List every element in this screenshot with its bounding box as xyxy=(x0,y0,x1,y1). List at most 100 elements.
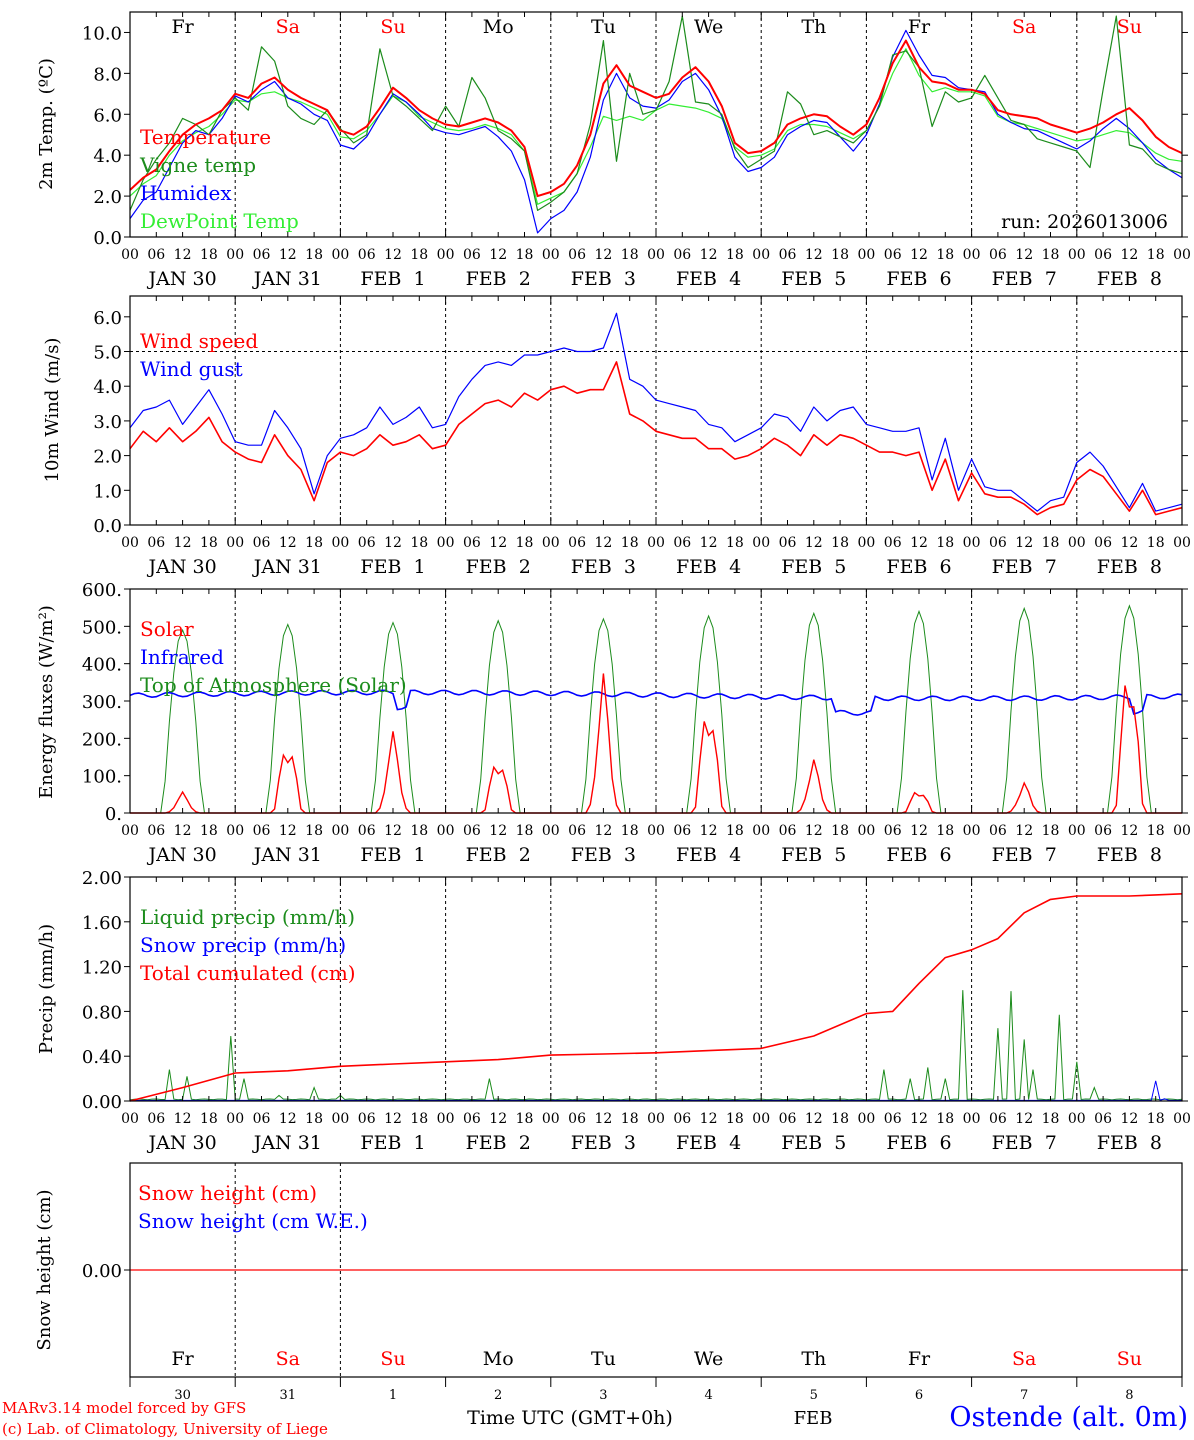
footer: MARv3.14 model forced by GFS (c) Lab. of… xyxy=(2,1399,1188,1438)
hour-tick-label: 18 xyxy=(1042,535,1060,551)
date-label: JAN 30 xyxy=(147,1132,217,1154)
weekday-label: Fr xyxy=(171,1348,194,1370)
hour-tick-label: 18 xyxy=(1147,823,1165,839)
hour-tick-label: 06 xyxy=(358,535,376,551)
hour-tick-label: 12 xyxy=(1015,823,1033,839)
snow-y-axis: 0.00 xyxy=(82,1261,1188,1282)
weekday-label: We xyxy=(694,16,723,38)
hour-tick-label: 18 xyxy=(1147,1111,1165,1127)
date-label: JAN 31 xyxy=(252,268,322,290)
date-label: FEB 8 xyxy=(1097,556,1162,578)
hour-tick-label: 12 xyxy=(700,247,718,263)
y-tick-label: 200. xyxy=(82,729,122,750)
weekday-label: Mo xyxy=(483,16,514,38)
date-label: FEB 1 xyxy=(360,844,425,866)
temperature-y-axis: 0.0 2.0 4.0 6.0 8.0 10.0 xyxy=(82,23,1188,249)
hour-tick-label: 12 xyxy=(910,247,928,263)
hour-tick-label: 12 xyxy=(1120,1111,1138,1127)
precip-x-axis: 00 06 12 18 00 06 12 18 00 06 12 18 00 06 12 18 00 06 12 18… xyxy=(121,877,1191,1154)
y-tick-label: 8.0 xyxy=(93,64,122,85)
weekday-label: Mo xyxy=(483,1348,514,1370)
hour-tick-label: 00 xyxy=(542,535,560,551)
temperature-series-group xyxy=(129,15,1183,234)
date-label: FEB 8 xyxy=(1097,268,1162,290)
snow-series-group xyxy=(130,1163,1182,1377)
hour-tick-label: 00 xyxy=(752,823,770,839)
hour-tick-label: 12 xyxy=(1120,247,1138,263)
hour-tick-label: 00 xyxy=(121,247,139,263)
hour-tick-label: 18 xyxy=(200,247,218,263)
date-label: JAN 30 xyxy=(147,268,217,290)
legend-temperature: Temperature xyxy=(140,125,271,149)
hour-tick-label: 06 xyxy=(989,535,1007,551)
snow-panel: 0.00 Fr Sa Su Mo Tu We Th Fr Sa Su 30 31 1 2 3 4 5 6 7 8 S… xyxy=(34,1162,1188,1403)
precip-y-axis: 0.00 0.40 0.80 1.20 1.60 2.00 xyxy=(82,868,1188,1113)
station-name: Ostende (alt. 0m) xyxy=(949,1402,1188,1433)
hour-tick-label: 06 xyxy=(884,1111,902,1127)
y-tick-label: 0.0 xyxy=(93,228,122,249)
hour-tick-label: 00 xyxy=(226,823,244,839)
wind-y-label: 10m Wind (m/s) xyxy=(42,338,63,483)
hour-tick-label: 00 xyxy=(121,823,139,839)
hour-tick-label: 12 xyxy=(279,1111,297,1127)
hour-tick-label: 06 xyxy=(1094,535,1112,551)
hour-tick-label: 00 xyxy=(752,535,770,551)
y-tick-label: 6.0 xyxy=(93,308,122,329)
hour-tick-label: 06 xyxy=(463,535,481,551)
lab-credit: (c) Lab. of Climatology, University of L… xyxy=(2,1420,328,1438)
hour-tick-label: 12 xyxy=(910,535,928,551)
weekday-label: Su xyxy=(380,16,405,38)
y-tick-label: 1.60 xyxy=(82,913,122,934)
weekday-label: Th xyxy=(801,16,826,38)
date-label: FEB 3 xyxy=(571,1132,636,1154)
hour-tick-label: 18 xyxy=(410,1111,428,1127)
hour-tick-label: 18 xyxy=(200,823,218,839)
y-tick-label: 2.00 xyxy=(82,868,122,889)
hour-tick-label: 12 xyxy=(384,1111,402,1127)
day-number-label: 2 xyxy=(494,1388,502,1403)
hour-tick-label: 18 xyxy=(516,535,534,551)
hour-tick-label: 12 xyxy=(1015,247,1033,263)
y-tick-label: 300. xyxy=(82,692,122,713)
precip-y-label: Precip (mm/h) xyxy=(36,924,57,1054)
hour-tick-label: 12 xyxy=(805,247,823,263)
hour-tick-label: 00 xyxy=(1173,247,1191,263)
y-tick-label: 0.0 xyxy=(93,516,122,537)
y-tick-label: 5.0 xyxy=(93,343,122,364)
date-label: JAN 31 xyxy=(252,844,322,866)
weekday-label: Su xyxy=(1117,16,1142,38)
hour-tick-label: 00 xyxy=(857,535,875,551)
hour-tick-label: 06 xyxy=(463,1111,481,1127)
wind-x-axis: 00 06 12 18 00 06 12 18 00 06 12 18 00 06 12 18 00 06 12 18… xyxy=(121,296,1191,578)
snow-day-number-labels: 30 31 1 2 3 4 5 6 7 8 xyxy=(129,1377,1183,1403)
day-number-label: 3 xyxy=(599,1388,607,1403)
hour-tick-label: 18 xyxy=(936,823,954,839)
model-credit: MARv3.14 model forced by GFS xyxy=(2,1399,246,1417)
hour-tick-label: 12 xyxy=(489,247,507,263)
hour-tick-label: 12 xyxy=(174,1111,192,1127)
hour-tick-label: 18 xyxy=(410,247,428,263)
date-label: FEB 4 xyxy=(676,268,741,290)
hour-tick-label: 00 xyxy=(647,1111,665,1127)
hour-tick-label: 00 xyxy=(1173,823,1191,839)
hour-tick-label: 12 xyxy=(594,535,612,551)
legend-snow-height-we: Snow height (cm W.E.) xyxy=(138,1209,368,1233)
date-label: FEB 4 xyxy=(676,1132,741,1154)
hour-tick-label: 12 xyxy=(489,823,507,839)
hour-tick-label: 12 xyxy=(805,823,823,839)
legend-humidex: Humidex xyxy=(140,181,232,205)
weekday-label: Fr xyxy=(908,1348,931,1370)
y-tick-label: 6.0 xyxy=(93,105,122,126)
hour-tick-label: 06 xyxy=(147,535,165,551)
y-tick-label: 0.00 xyxy=(82,1261,122,1282)
precip-day-grid xyxy=(234,877,1078,1101)
hour-tick-label: 06 xyxy=(989,247,1007,263)
y-tick-label: 100. xyxy=(82,767,122,788)
hour-tick-label: 00 xyxy=(437,823,455,839)
hour-tick-label: 00 xyxy=(226,1111,244,1127)
weekday-label: Sa xyxy=(276,1348,300,1370)
y-tick-label: 400. xyxy=(82,655,122,676)
energy-y-label: Energy fluxes (W/m²) xyxy=(36,605,57,799)
hour-tick-label: 12 xyxy=(384,823,402,839)
hour-tick-label: 06 xyxy=(779,535,797,551)
